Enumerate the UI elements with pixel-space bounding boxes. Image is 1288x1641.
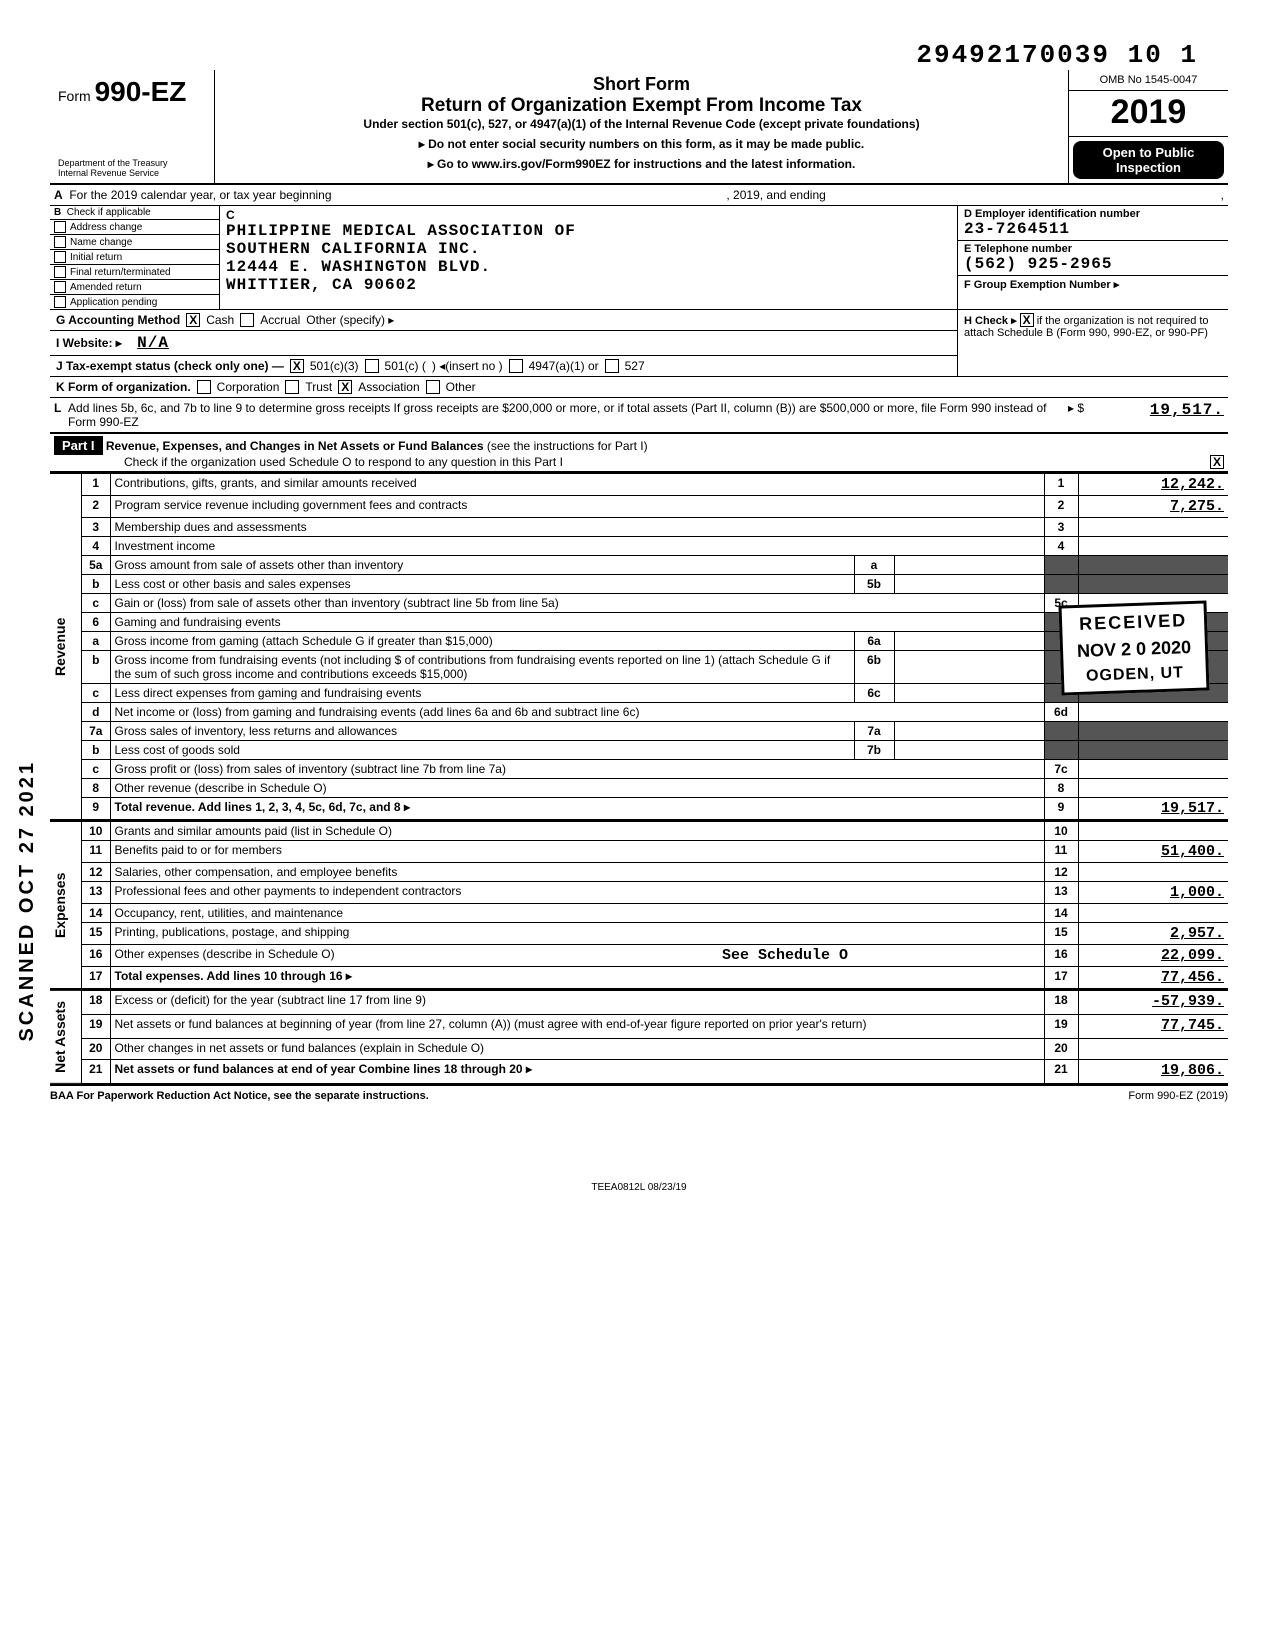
row-g-accounting: G Accounting Method XCash Accrual Other … (50, 310, 958, 330)
cb-amended[interactable]: Amended return (50, 279, 219, 294)
footer-code: TEEA0812L 08/23/19 (50, 1182, 1228, 1193)
under-section: Under section 501(c), 527, or 4947(a)(1)… (221, 117, 1062, 131)
org-addr-2: WHITTIER, CA 90602 (226, 276, 951, 294)
cb-trust[interactable] (285, 380, 299, 394)
side-net-assets: Net Assets (50, 990, 82, 1084)
cb-assoc[interactable]: X (338, 380, 352, 394)
form-header: Form 990-EZ Department of the Treasury I… (50, 70, 1228, 185)
cb-address-change[interactable]: Address change (50, 219, 219, 234)
revenue-table: 1Contributions, gifts, grants, and simil… (82, 473, 1228, 820)
org-name-1: PHILIPPINE MEDICAL ASSOCIATION OF (226, 222, 951, 240)
net-assets-table: 18Excess or (deficit) for the year (subt… (82, 990, 1228, 1084)
ein: 23-7264511 (964, 220, 1070, 238)
cb-initial-return[interactable]: Initial return (50, 249, 219, 264)
row-l-gross-receipts: L Add lines 5b, 6c, and 7b to line 9 to … (50, 398, 1228, 433)
row-i-website: I Website: ▸ N/A (50, 330, 958, 355)
cb-501c3[interactable]: X (290, 359, 304, 373)
cb-final-return[interactable]: Final return/terminated (50, 264, 219, 279)
cb-part1-schedo[interactable]: X (1210, 455, 1224, 469)
cb-other-org[interactable] (426, 380, 440, 394)
form-number: Form 990-EZ (58, 76, 206, 108)
omb-number: OMB No 1545-0047 (1069, 70, 1228, 91)
cb-name-change[interactable]: Name change (50, 234, 219, 249)
side-revenue: Revenue (50, 473, 82, 820)
open-public-badge: Open to Public Inspection (1073, 141, 1224, 179)
column-b-checkboxes: B Check if applicable Address change Nam… (50, 206, 220, 309)
cb-501c[interactable] (365, 359, 379, 373)
cb-no-sched-b[interactable]: X (1020, 313, 1034, 327)
row-h-schedule-b: H Check ▸ X if the organization is not r… (958, 310, 1228, 376)
cb-527[interactable] (605, 359, 619, 373)
org-name-2: SOUTHERN CALIFORNIA INC. (226, 240, 951, 258)
cb-application-pending[interactable]: Application pending (50, 294, 219, 309)
column-d-e-f: D Employer identification number 23-7264… (958, 206, 1228, 309)
row-a-tax-year: A For the 2019 calendar year, or tax yea… (50, 185, 1228, 206)
dept-treasury: Department of the Treasury Internal Reve… (58, 159, 206, 179)
received-stamp: RECEIVED NOV 2 0 2020 OGDEN, UT (1058, 600, 1209, 695)
phone: (562) 925-2965 (964, 255, 1112, 273)
column-c-org-info: C PHILIPPINE MEDICAL ASSOCIATION OF SOUT… (220, 206, 958, 309)
cb-accrual[interactable] (240, 313, 254, 327)
tax-year: 2019 (1069, 91, 1228, 137)
footer-baa: BAA For Paperwork Reduction Act Notice, … (50, 1084, 1228, 1102)
org-addr-1: 12444 E. WASHINGTON BLVD. (226, 258, 951, 276)
ssn-warning: ▸ Do not enter social security numbers o… (221, 137, 1062, 151)
gross-receipts-value: 19,517. (1084, 401, 1224, 429)
short-form-label: Short Form (221, 74, 1062, 95)
row-j-tax-status: J Tax-exempt status (check only one) — X… (50, 355, 958, 376)
cb-4947[interactable] (509, 359, 523, 373)
scanned-stamp: SCANNED OCT 27 2021 (16, 760, 39, 1042)
serial-number: 29492170039 10 1 (50, 40, 1228, 70)
cb-cash[interactable]: X (186, 313, 200, 327)
return-title: Return of Organization Exempt From Incom… (221, 95, 1062, 117)
goto-url: ▸ Go to www.irs.gov/Form990EZ for instru… (221, 157, 1062, 171)
cb-corp[interactable] (197, 380, 211, 394)
expenses-table: 10Grants and similar amounts paid (list … (82, 821, 1228, 989)
part1-header: Part I Revenue, Expenses, and Changes in… (50, 433, 1228, 472)
see-schedule-o: See Schedule O (722, 947, 848, 964)
side-expenses: Expenses (50, 821, 82, 989)
row-k-form-org: K Form of organization. Corporation Trus… (50, 377, 1228, 398)
